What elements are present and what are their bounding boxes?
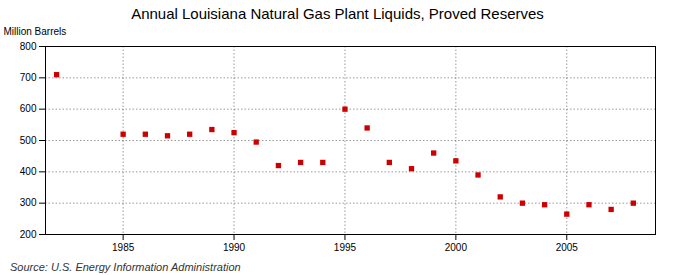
svg-text:500: 500 (20, 135, 37, 146)
html-text:Source: U.S. Energy Informatio: Source: U.S. Energy Information Administ… (10, 261, 241, 273)
svg-text:700: 700 (20, 72, 37, 83)
svg-text:600: 600 (20, 103, 37, 114)
svg-text:Million Barrels: Million Barrels (4, 26, 67, 37)
svg-text:800: 800 (20, 41, 37, 52)
svg-text:200: 200 (20, 229, 37, 240)
svg-text:400: 400 (20, 166, 37, 177)
svg-text:2000: 2000 (445, 242, 468, 253)
html-text:Annual Louisiana Natural Gas P: Annual Louisiana Natural Gas Plant Liqui… (131, 5, 544, 22)
svg-text:1985: 1985 (112, 242, 135, 253)
svg-text:1995: 1995 (334, 242, 357, 253)
svg-text:300: 300 (20, 197, 37, 208)
svg-text:2005: 2005 (556, 242, 579, 253)
svg-text:1990: 1990 (223, 242, 246, 253)
